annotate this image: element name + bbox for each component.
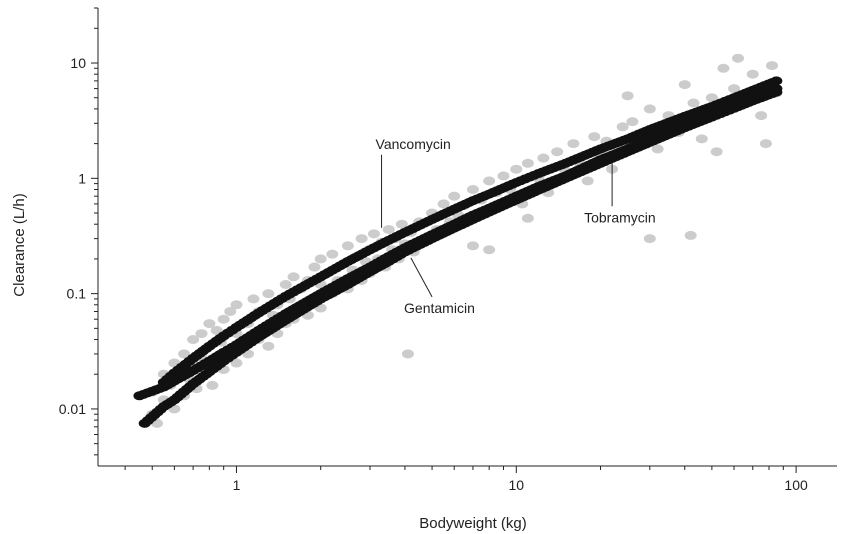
- observed-point: [728, 84, 741, 94]
- y-axis-label: Clearance (L/h): [11, 193, 28, 296]
- prediction-point: [770, 76, 783, 86]
- observed-point: [678, 80, 691, 90]
- observed-point: [626, 117, 639, 127]
- annotation-label: Gentamicin: [404, 300, 475, 316]
- observed-points: [146, 53, 783, 428]
- x-tick-label: 10: [509, 477, 525, 493]
- observed-point: [643, 234, 656, 244]
- leader-line: [410, 257, 433, 298]
- observed-point: [195, 329, 208, 339]
- observed-point: [308, 262, 321, 272]
- observed-point: [521, 158, 534, 168]
- observed-point: [521, 213, 534, 223]
- observed-point: [483, 176, 496, 186]
- series-vancomycin: [157, 76, 783, 387]
- observed-point: [755, 111, 768, 121]
- observed-point: [437, 199, 450, 209]
- observed-point: [483, 245, 496, 255]
- x-axis-label: Bodyweight (kg): [419, 515, 527, 532]
- observed-point: [510, 164, 523, 174]
- observed-point: [643, 104, 656, 114]
- observed-point: [355, 234, 368, 244]
- observed-point: [230, 358, 243, 368]
- observed-point: [230, 300, 243, 310]
- observed-point: [326, 249, 339, 259]
- observed-point: [224, 306, 237, 316]
- observed-point: [395, 219, 408, 229]
- observed-point: [621, 91, 634, 101]
- observed-point: [616, 122, 629, 132]
- observed-point: [217, 314, 230, 324]
- observed-point: [178, 349, 191, 359]
- observed-point: [262, 289, 275, 299]
- axes: 1 10 100 0.01 0.1 1 10: [59, 7, 837, 493]
- observed-point: [341, 241, 354, 251]
- observed-point: [537, 153, 550, 163]
- observed-point: [705, 93, 718, 103]
- observed-point: [187, 335, 200, 345]
- y-tick-label: 0.1: [67, 286, 87, 302]
- series-gentamicin: [133, 84, 783, 401]
- observed-point: [287, 272, 300, 282]
- observed-point: [203, 319, 216, 329]
- observed-point: [314, 254, 327, 264]
- observed-point: [710, 147, 723, 157]
- annotation-tobramycin: Tobramycin: [584, 162, 656, 225]
- observed-point: [687, 98, 700, 108]
- annotations: Vancomycin Tobramycin Gentamicin: [376, 136, 656, 316]
- observed-point: [247, 294, 260, 304]
- observed-point: [497, 171, 510, 181]
- observed-point: [765, 61, 778, 71]
- observed-point: [262, 341, 275, 351]
- observed-point: [717, 63, 730, 73]
- x-tick-label: 100: [784, 477, 808, 493]
- observed-point: [695, 134, 708, 144]
- x-tick-label: 1: [233, 477, 241, 493]
- observed-point: [588, 132, 601, 142]
- observed-point: [567, 139, 580, 149]
- observed-point: [732, 53, 745, 63]
- observed-point: [206, 380, 219, 390]
- observed-point: [581, 176, 594, 186]
- observed-point: [466, 184, 479, 194]
- model-prediction-points: [133, 76, 783, 428]
- annotation-gentamicin: Gentamicin: [404, 257, 475, 316]
- observed-point: [401, 349, 414, 359]
- observed-point: [466, 241, 479, 251]
- observed-point: [382, 224, 395, 234]
- observed-point: [746, 69, 759, 79]
- annotation-label: Tobramycin: [584, 209, 656, 225]
- series-tobramycin: [138, 87, 783, 428]
- y-tick-label: 10: [70, 55, 86, 71]
- annotation-vancomycin: Vancomycin: [376, 136, 451, 228]
- observed-point: [551, 147, 564, 157]
- prediction-point: [770, 84, 783, 94]
- observed-point: [367, 229, 380, 239]
- annotation-label: Vancomycin: [376, 136, 451, 152]
- observed-point: [651, 144, 664, 154]
- observed-point: [759, 139, 772, 149]
- observed-point: [279, 280, 292, 290]
- y-tick-label: 0.01: [59, 401, 86, 417]
- y-tick-label: 1: [78, 170, 86, 186]
- observed-point: [448, 191, 461, 201]
- observed-point: [684, 230, 697, 240]
